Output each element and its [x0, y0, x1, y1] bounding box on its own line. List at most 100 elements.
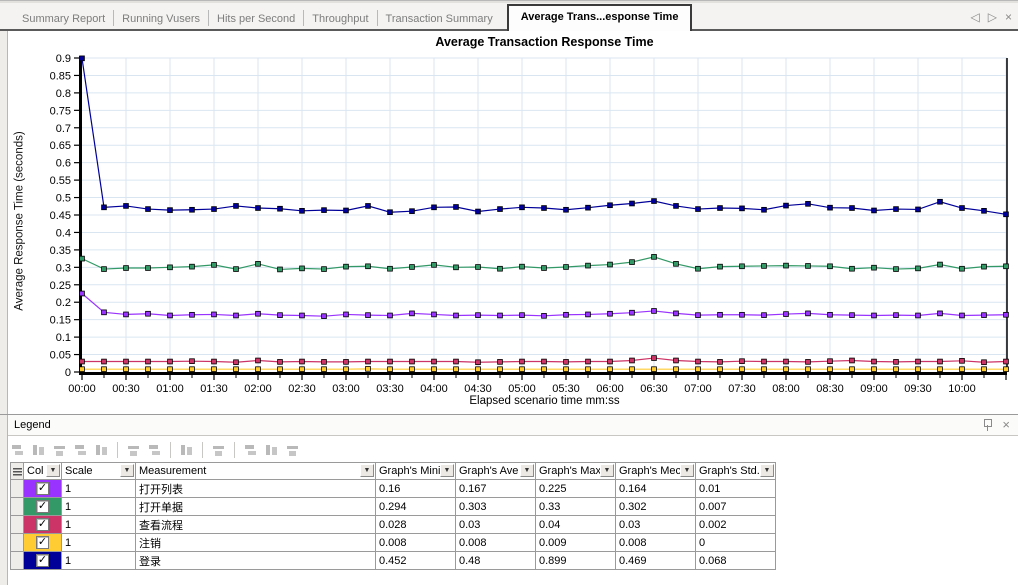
measurement-cell[interactable]: 登录: [135, 551, 376, 570]
scale-cell[interactable]: 1: [61, 533, 136, 552]
graphs-maximum-cell[interactable]: 0.009: [535, 533, 616, 552]
filter-measurements-icon[interactable]: [94, 443, 109, 457]
graphs-std-cell[interactable]: 0.068: [695, 551, 776, 570]
graphs-median-cell[interactable]: 0.302: [615, 497, 696, 516]
svg-text:03:30: 03:30: [376, 383, 404, 395]
measurement-cell[interactable]: 注销: [135, 533, 376, 552]
show-measurement-checkbox[interactable]: ✓: [36, 482, 49, 495]
legend-row[interactable]: ✓ 1 打开列表 0.16 0.167 0.225 0.164 0.01: [10, 479, 776, 498]
graphs-average-cell[interactable]: 0.303: [455, 497, 536, 516]
graphs-maximum-cell[interactable]: 0.225: [535, 479, 616, 498]
row-selector[interactable]: [10, 515, 24, 534]
tab-average-trans-esponse-time[interactable]: Average Trans...esponse Time: [506, 4, 693, 31]
scale-cell[interactable]: 1: [61, 479, 136, 498]
graphs-minimum-cell[interactable]: 0.028: [375, 515, 456, 534]
graphs-average-cell[interactable]: 0.03: [455, 515, 536, 534]
column-header-graph-s-mini[interactable]: Graph's Mini ▼: [375, 462, 456, 480]
column-header-graph-s-mec[interactable]: Graph's Mec ▼: [615, 462, 696, 480]
legend-row[interactable]: ✓ 1 注销 0.008 0.008 0.009 0.008 0: [10, 533, 776, 552]
tab-transaction-summary[interactable]: Transaction Summary: [385, 13, 493, 25]
show-measurement-checkbox[interactable]: ✓: [36, 554, 49, 567]
measurement-color-swatch: ✓: [24, 480, 61, 497]
pin-icon[interactable]: [982, 418, 993, 431]
sort-ascending-icon[interactable]: [126, 443, 141, 457]
configure-columns-icon[interactable]: [179, 443, 194, 457]
column-dropdown-icon[interactable]: ▼: [120, 464, 134, 477]
row-selector[interactable]: [10, 479, 24, 498]
measurement-options-icon[interactable]: [31, 443, 46, 457]
tab-scroll-right-icon[interactable]: ▷: [987, 10, 997, 24]
column-header-graph-s-std-[interactable]: Graph's Std. ▼: [695, 462, 776, 480]
scale-cell[interactable]: 1: [61, 515, 136, 534]
graphs-maximum-cell[interactable]: 0.04: [535, 515, 616, 534]
graphs-average-cell[interactable]: 0.48: [455, 551, 536, 570]
svg-text:08:00: 08:00: [772, 383, 800, 395]
graphs-maximum-cell[interactable]: 0.899: [535, 551, 616, 570]
tab-hits-per-second[interactable]: Hits per Second: [217, 13, 296, 25]
toolbar-separator: [234, 442, 235, 458]
column-dropdown-icon[interactable]: ▼: [360, 464, 374, 477]
show-measurement-checkbox[interactable]: ✓: [36, 536, 49, 549]
column-header-graph-s-max[interactable]: Graph's Max ▼: [535, 462, 616, 480]
column-dropdown-icon[interactable]: ▼: [600, 464, 614, 477]
svg-text:0.85: 0.85: [50, 70, 71, 82]
tab-throughput[interactable]: Throughput: [312, 13, 369, 25]
scale-cell[interactable]: 1: [61, 551, 136, 570]
graphs-median-cell[interactable]: 0.164: [615, 479, 696, 498]
graphs-average-cell[interactable]: 0.008: [455, 533, 536, 552]
save-icon[interactable]: [264, 443, 279, 457]
show-measurement-checkbox[interactable]: ✓: [36, 500, 49, 513]
grid-view-icon[interactable]: [211, 443, 226, 457]
graphs-median-cell[interactable]: 0.008: [615, 533, 696, 552]
column-header-graph-s-ave[interactable]: Graph's Ave ▼: [455, 462, 536, 480]
tab-separator: [303, 10, 305, 26]
row-selector[interactable]: [10, 533, 24, 552]
sort-descending-icon[interactable]: [147, 443, 162, 457]
configure-measurements-icon[interactable]: [10, 443, 25, 457]
graphs-median-cell[interactable]: 0.469: [615, 551, 696, 570]
column-header-measurement[interactable]: Measurement ▼: [135, 462, 376, 480]
graphs-minimum-cell[interactable]: 0.16: [375, 479, 456, 498]
hide-measurement-icon[interactable]: [73, 443, 88, 457]
graphs-minimum-cell[interactable]: 0.008: [375, 533, 456, 552]
legend-row[interactable]: ✓ 1 查看流程 0.028 0.03 0.04 0.03 0.002: [10, 515, 776, 534]
column-header-scale[interactable]: Scale ▼: [61, 462, 136, 480]
graphs-maximum-cell[interactable]: 0.33: [535, 497, 616, 516]
copy-icon[interactable]: [243, 443, 258, 457]
measurement-cell[interactable]: 查看流程: [135, 515, 376, 534]
export-icon[interactable]: [285, 443, 300, 457]
tab-running-vusers[interactable]: Running Vusers: [122, 13, 200, 25]
graphs-std-cell[interactable]: 0.007: [695, 497, 776, 516]
measurement-cell[interactable]: 打开单据: [135, 497, 376, 516]
column-dropdown-icon[interactable]: ▼: [46, 464, 60, 477]
column-dropdown-icon[interactable]: ▼: [440, 464, 454, 477]
row-selector[interactable]: [10, 497, 24, 516]
graphs-minimum-cell[interactable]: 0.452: [375, 551, 456, 570]
column-header-label: Graph's Max: [539, 465, 602, 477]
svg-text:01:00: 01:00: [156, 383, 184, 395]
graphs-std-cell[interactable]: 0: [695, 533, 776, 552]
graphs-median-cell[interactable]: 0.03: [615, 515, 696, 534]
scale-cell[interactable]: 1: [61, 497, 136, 516]
row-selector[interactable]: [10, 551, 24, 570]
svg-text:07:30: 07:30: [728, 383, 756, 395]
graphs-average-cell[interactable]: 0.167: [455, 479, 536, 498]
tab-summary-report[interactable]: Summary Report: [22, 13, 106, 25]
legend-row[interactable]: ✓ 1 登录 0.452 0.48 0.899 0.469 0.068: [10, 551, 776, 570]
tab-close-icon[interactable]: ×: [1004, 10, 1012, 24]
show-measurement-checkbox[interactable]: ✓: [36, 518, 49, 531]
legend-close-icon[interactable]: ×: [1002, 417, 1010, 432]
column-header-col[interactable]: Col ▼: [23, 462, 62, 480]
graphs-std-cell[interactable]: 0.01: [695, 479, 776, 498]
svg-text:0.75: 0.75: [50, 105, 71, 117]
graphs-std-cell[interactable]: 0.002: [695, 515, 776, 534]
chart-plot-area[interactable]: 0 0.05 0.1 0.15 0.2 0.25 0.3 0.35 0.4 0.45 0.5 0.55…: [0, 31, 1018, 414]
legend-row[interactable]: ✓ 1 打开单据 0.294 0.303 0.33 0.302 0.007: [10, 497, 776, 516]
column-dropdown-icon[interactable]: ▼: [760, 464, 774, 477]
tab-scroll-left-icon[interactable]: ◁: [970, 10, 980, 24]
column-dropdown-icon[interactable]: ▼: [520, 464, 534, 477]
column-dropdown-icon[interactable]: ▼: [680, 464, 694, 477]
measurement-cell[interactable]: 打开列表: [135, 479, 376, 498]
graphs-minimum-cell[interactable]: 0.294: [375, 497, 456, 516]
show-measurement-icon[interactable]: [52, 443, 67, 457]
